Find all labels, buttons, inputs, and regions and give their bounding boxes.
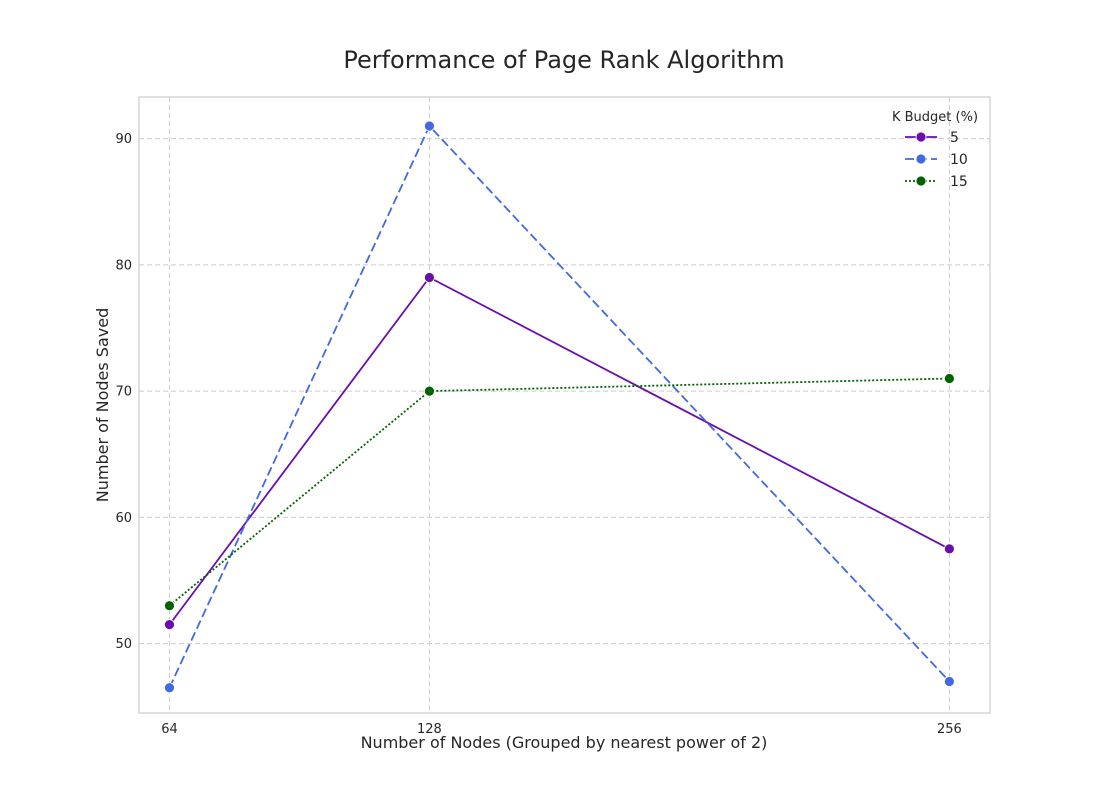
legend-title: K Budget (%) — [892, 110, 978, 125]
data-point — [943, 543, 955, 555]
series-layer — [164, 120, 955, 694]
series-5 — [164, 272, 955, 631]
y-tick-label: 70 — [115, 385, 132, 400]
data-point — [943, 676, 955, 687]
y-tick-label: 50 — [115, 637, 132, 652]
data-point — [424, 272, 435, 283]
data-point — [164, 682, 175, 694]
legend-item: 10 — [905, 152, 968, 168]
x-axis-label: Number of Nodes (Grouped by nearest powe… — [361, 733, 768, 752]
plot-frame — [138, 96, 991, 714]
y-axis-label: Number of Nodes Saved — [93, 308, 112, 502]
legend-swatch-marker — [915, 175, 927, 187]
legend-label: 15 — [950, 174, 968, 190]
series-10 — [164, 120, 955, 694]
legend-item: 15 — [905, 174, 968, 190]
x-tick-label: 128 — [417, 722, 442, 737]
x-tick-label: 64 — [161, 722, 178, 737]
data-point — [424, 120, 435, 132]
legend-swatch-marker — [915, 153, 927, 165]
tick-labels: 64 128 256 50 60 70 80 90 — [115, 132, 961, 737]
series-15 — [164, 373, 955, 612]
data-point — [164, 619, 175, 631]
legend-item: 5 — [905, 130, 959, 146]
legend-swatch-marker — [915, 131, 927, 143]
x-tick-label: 256 — [937, 722, 962, 737]
legend-label: 5 — [950, 130, 959, 146]
data-point — [164, 600, 175, 612]
data-point — [424, 385, 435, 397]
grid-lines — [139, 97, 990, 713]
chart-title: Performance of Page Rank Algorithm — [343, 46, 784, 74]
legend-label: 10 — [950, 152, 968, 168]
data-point — [943, 373, 955, 384]
y-tick-label: 80 — [115, 258, 132, 273]
y-tick-label: 90 — [115, 132, 132, 147]
y-tick-label: 60 — [115, 511, 132, 526]
legend: K Budget (%) 5 10 15 — [892, 110, 978, 190]
